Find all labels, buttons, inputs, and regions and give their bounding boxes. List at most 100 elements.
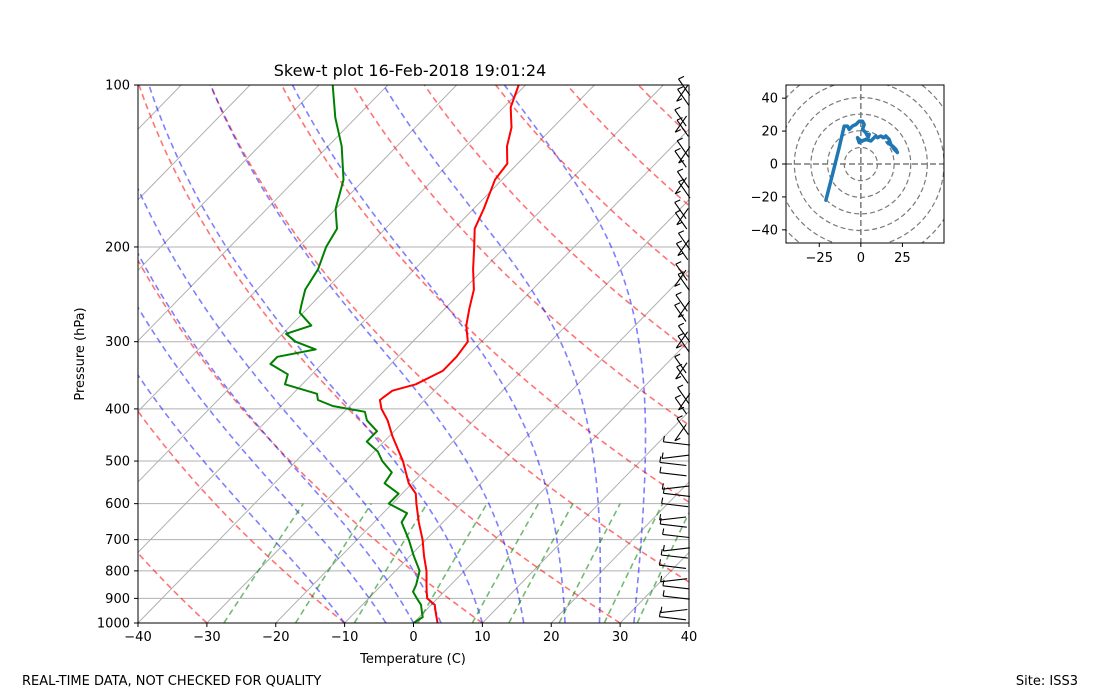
wind-barb — [678, 146, 691, 164]
chart-title: Skew-t plot 16-Feb-2018 19:01:24 — [274, 61, 547, 80]
dry-adiabat — [423, 85, 689, 352]
wind-barb — [676, 137, 690, 158]
wind-barb — [658, 610, 687, 621]
isotherm — [206, 128, 689, 623]
dry-adiabat — [138, 258, 483, 623]
y-tick-label: 200 — [105, 240, 130, 255]
isotherm — [138, 85, 526, 483]
mixing-ratio-line — [636, 511, 689, 623]
hodograph-y-tick-label: −20 — [751, 190, 778, 205]
moist-adiabat — [138, 186, 442, 623]
wind-barb — [661, 497, 689, 508]
x-tick-label: −10 — [331, 630, 358, 645]
x-tick-label: 30 — [612, 630, 629, 645]
quality-disclaimer: REAL-TIME DATA, NOT CHECKED FOR QUALITY — [22, 674, 322, 689]
dry-adiabat — [566, 85, 689, 207]
wind-barb — [678, 75, 691, 96]
isotherm — [138, 85, 389, 342]
wind-barb — [675, 240, 689, 261]
y-tick-label: 500 — [105, 455, 130, 470]
dry-adiabat — [352, 85, 689, 427]
mixing-ratio-line — [603, 503, 664, 623]
moist-adiabat — [138, 251, 415, 623]
wind-barb — [677, 238, 690, 257]
wind-barb — [676, 117, 689, 137]
wind-barb — [676, 84, 689, 102]
y-tick-label: 400 — [105, 402, 130, 417]
moist-adiabat — [291, 85, 566, 623]
mixing-ratio-line — [558, 503, 621, 623]
wind-barb — [658, 559, 687, 569]
x-tick-label: 10 — [474, 630, 491, 645]
wind-barb — [659, 456, 687, 467]
moist-adiabat — [209, 85, 525, 623]
hodograph-x-tick-label: −25 — [806, 251, 833, 266]
isotherm — [138, 85, 251, 201]
isotherm — [275, 199, 689, 623]
moist-adiabat — [503, 85, 647, 623]
wind-barb — [677, 271, 690, 292]
x-tick-label: −30 — [193, 630, 220, 645]
isotherm — [344, 269, 689, 623]
skewt-reference-lines — [138, 85, 1100, 623]
mixing-ratio-line — [223, 503, 304, 623]
y-tick-label: 800 — [105, 564, 130, 579]
wind-barb — [674, 209, 688, 230]
x-tick-label: 40 — [681, 630, 698, 645]
isotherm — [138, 85, 664, 623]
wind-barb — [662, 528, 690, 539]
x-tick-label: −20 — [262, 630, 289, 645]
wind-barb — [676, 363, 689, 384]
wind-barbs — [658, 75, 691, 621]
wind-barb — [676, 415, 689, 436]
x-tick-label: 20 — [543, 630, 560, 645]
wind-barb — [675, 291, 688, 312]
y-tick-label: 100 — [105, 79, 130, 94]
isotherm — [0, 85, 43, 623]
hodograph-body — [786, 85, 944, 243]
wind-barb — [660, 606, 688, 614]
wind-barb — [677, 322, 691, 343]
wind-barb — [675, 331, 689, 349]
site-label: Site: ISS3 — [1015, 674, 1078, 689]
y-axis-label: Pressure (hPa) — [73, 307, 88, 400]
mixing-ratio-line — [508, 503, 574, 623]
hodograph-y-tick-label: 40 — [761, 92, 778, 107]
hodograph-x-tick-label: 25 — [894, 251, 911, 266]
hodograph-y-tick-label: 0 — [770, 158, 778, 173]
isotherm — [138, 85, 182, 130]
skewt-frame — [137, 84, 690, 624]
mixing-ratio-line — [471, 503, 540, 623]
wind-barb — [674, 424, 687, 442]
isotherm — [0, 85, 112, 623]
wind-barb — [676, 168, 690, 189]
wind-barb — [674, 147, 687, 168]
isotherm — [413, 340, 689, 623]
skewt-plot: Skew-t plot 16-Feb-2018 19:01:24 −40 −30 −… — [0, 61, 1100, 667]
wind-barb — [675, 362, 688, 380]
isotherm — [758, 85, 1100, 623]
hodograph-y-tick-label: −40 — [751, 223, 778, 238]
dry-adiabat — [209, 85, 689, 583]
dry-adiabat — [138, 551, 208, 623]
wind-barb — [674, 199, 687, 220]
y-tick-label: 700 — [105, 533, 130, 548]
isotherm — [550, 481, 689, 623]
wind-barb — [678, 178, 691, 199]
dry-adiabat — [138, 409, 346, 623]
y-tick-label: 300 — [105, 335, 130, 350]
wind-barb — [662, 487, 691, 497]
hodograph-ticks: −25 0 25 −40 −20 0 20 40 — [751, 92, 911, 266]
hodograph: −25 0 25 −40 −20 0 20 40 — [751, 84, 945, 266]
wind-barb — [662, 435, 691, 446]
y-axis-ticks: 100 200 300 400 500 600 700 800 900 1000 — [97, 79, 138, 632]
skewt-gridlines — [0, 85, 1100, 623]
moist-adiabat — [138, 373, 346, 623]
wind-barb — [674, 302, 687, 322]
dry-adiabat — [138, 85, 621, 623]
wind-barb — [661, 483, 689, 490]
isotherm — [138, 85, 320, 272]
dry-adiabat — [710, 85, 1100, 623]
wind-barb — [677, 230, 691, 250]
